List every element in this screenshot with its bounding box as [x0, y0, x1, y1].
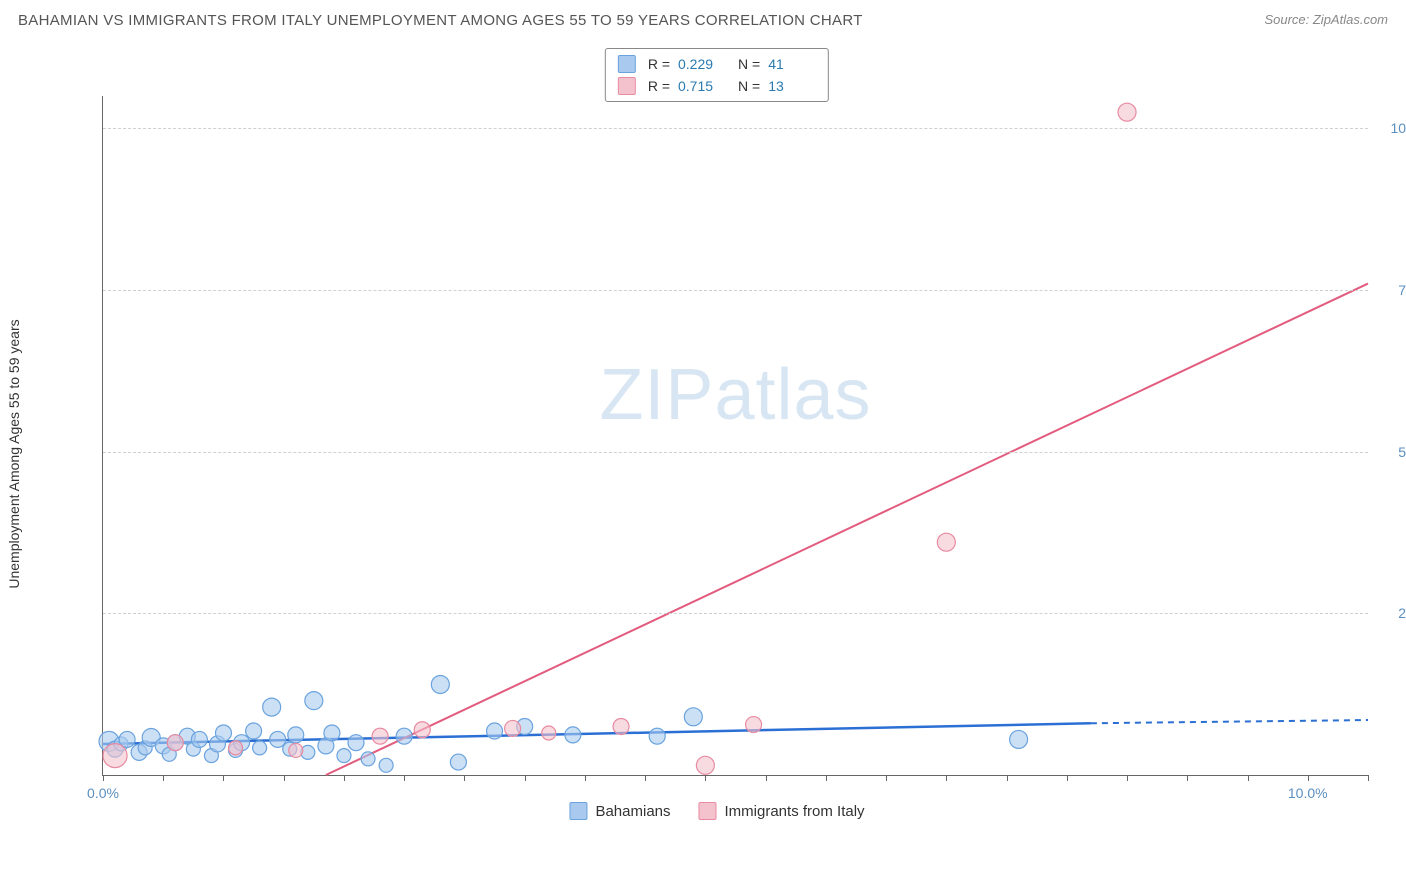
y-tick-label: 75.0%	[1378, 282, 1406, 298]
legend-row-italy: R = 0.715 N = 13	[618, 75, 816, 97]
n-label: N =	[738, 78, 760, 94]
correlation-legend: R = 0.229 N = 41 R = 0.715 N = 13	[605, 48, 829, 102]
x-minor-tick	[1187, 775, 1188, 781]
x-minor-tick	[946, 775, 947, 781]
point-bahamians	[337, 749, 351, 763]
point-bahamians	[253, 741, 267, 755]
point-bahamians	[270, 731, 286, 747]
y-tick-label: 25.0%	[1378, 605, 1406, 621]
plot-area: ZIPatlas 25.0%50.0%75.0%100.0%0.0%10.0%	[102, 96, 1368, 776]
x-minor-tick	[344, 775, 345, 781]
point-bahamians	[263, 698, 281, 716]
gridline	[103, 290, 1368, 291]
point-italy	[372, 728, 388, 744]
point-bahamians	[431, 675, 449, 693]
y-tick-label: 100.0%	[1378, 120, 1406, 136]
x-minor-tick	[1308, 775, 1309, 781]
gridline	[103, 128, 1368, 129]
legend-item-bahamians: Bahamians	[569, 802, 670, 820]
chart-area: R = 0.229 N = 41 R = 0.715 N = 13 ZIPatl…	[48, 48, 1386, 838]
point-bahamians	[396, 728, 412, 744]
swatch-bahamians	[618, 55, 636, 73]
x-minor-tick	[103, 775, 104, 781]
point-bahamians	[246, 723, 262, 739]
x-minor-tick	[886, 775, 887, 781]
point-italy	[229, 741, 243, 755]
point-bahamians	[565, 727, 581, 743]
x-minor-tick	[645, 775, 646, 781]
swatch-italy	[699, 802, 717, 820]
x-minor-tick	[525, 775, 526, 781]
n-label: N =	[738, 56, 760, 72]
point-bahamians	[191, 731, 207, 747]
x-minor-tick	[464, 775, 465, 781]
swatch-bahamians	[569, 802, 587, 820]
point-bahamians	[215, 725, 231, 741]
point-italy	[414, 722, 430, 738]
x-minor-tick	[1067, 775, 1068, 781]
series-legend: Bahamians Immigrants from Italy	[569, 802, 864, 820]
point-bahamians	[379, 758, 393, 772]
point-bahamians	[288, 727, 304, 743]
y-axis-label: Unemployment Among Ages 55 to 59 years	[6, 319, 22, 588]
x-minor-tick	[1248, 775, 1249, 781]
legend-label-bahamians: Bahamians	[595, 803, 670, 820]
point-bahamians	[305, 692, 323, 710]
point-italy	[613, 719, 629, 735]
trend-line-dash-bahamians	[1091, 720, 1368, 723]
legend-row-bahamians: R = 0.229 N = 41	[618, 53, 816, 75]
r-label: R =	[648, 56, 670, 72]
x-minor-tick	[284, 775, 285, 781]
legend-item-italy: Immigrants from Italy	[699, 802, 865, 820]
point-bahamians	[684, 708, 702, 726]
point-italy	[505, 720, 521, 736]
plot-svg	[103, 96, 1368, 775]
point-italy	[696, 756, 714, 774]
n-value-italy: 13	[768, 78, 816, 94]
point-italy	[289, 743, 303, 757]
gridline	[103, 613, 1368, 614]
x-minor-tick	[1368, 775, 1369, 781]
r-label: R =	[648, 78, 670, 94]
source-label: Source: ZipAtlas.com	[1264, 12, 1388, 27]
point-bahamians	[1010, 730, 1028, 748]
point-bahamians	[324, 725, 340, 741]
point-italy	[937, 533, 955, 551]
point-italy	[103, 744, 127, 768]
trend-line-italy	[326, 284, 1368, 775]
point-italy	[542, 726, 556, 740]
point-bahamians	[649, 728, 665, 744]
legend-label-italy: Immigrants from Italy	[725, 803, 865, 820]
x-minor-tick	[766, 775, 767, 781]
point-bahamians	[450, 754, 466, 770]
point-italy	[1118, 103, 1136, 121]
chart-title: BAHAMIAN VS IMMIGRANTS FROM ITALY UNEMPL…	[18, 12, 863, 29]
n-value-bahamians: 41	[768, 56, 816, 72]
x-tick-label: 10.0%	[1288, 785, 1328, 801]
gridline	[103, 452, 1368, 453]
x-minor-tick	[585, 775, 586, 781]
point-bahamians	[487, 723, 503, 739]
y-tick-label: 50.0%	[1378, 444, 1406, 460]
x-minor-tick	[1007, 775, 1008, 781]
x-minor-tick	[163, 775, 164, 781]
point-italy	[167, 735, 183, 751]
r-value-bahamians: 0.229	[678, 56, 726, 72]
x-tick-label: 0.0%	[87, 785, 119, 801]
swatch-italy	[618, 77, 636, 95]
x-minor-tick	[223, 775, 224, 781]
x-minor-tick	[404, 775, 405, 781]
point-bahamians	[361, 752, 375, 766]
r-value-italy: 0.715	[678, 78, 726, 94]
x-minor-tick	[826, 775, 827, 781]
x-minor-tick	[1127, 775, 1128, 781]
point-italy	[746, 717, 762, 733]
point-bahamians	[348, 735, 364, 751]
x-minor-tick	[705, 775, 706, 781]
